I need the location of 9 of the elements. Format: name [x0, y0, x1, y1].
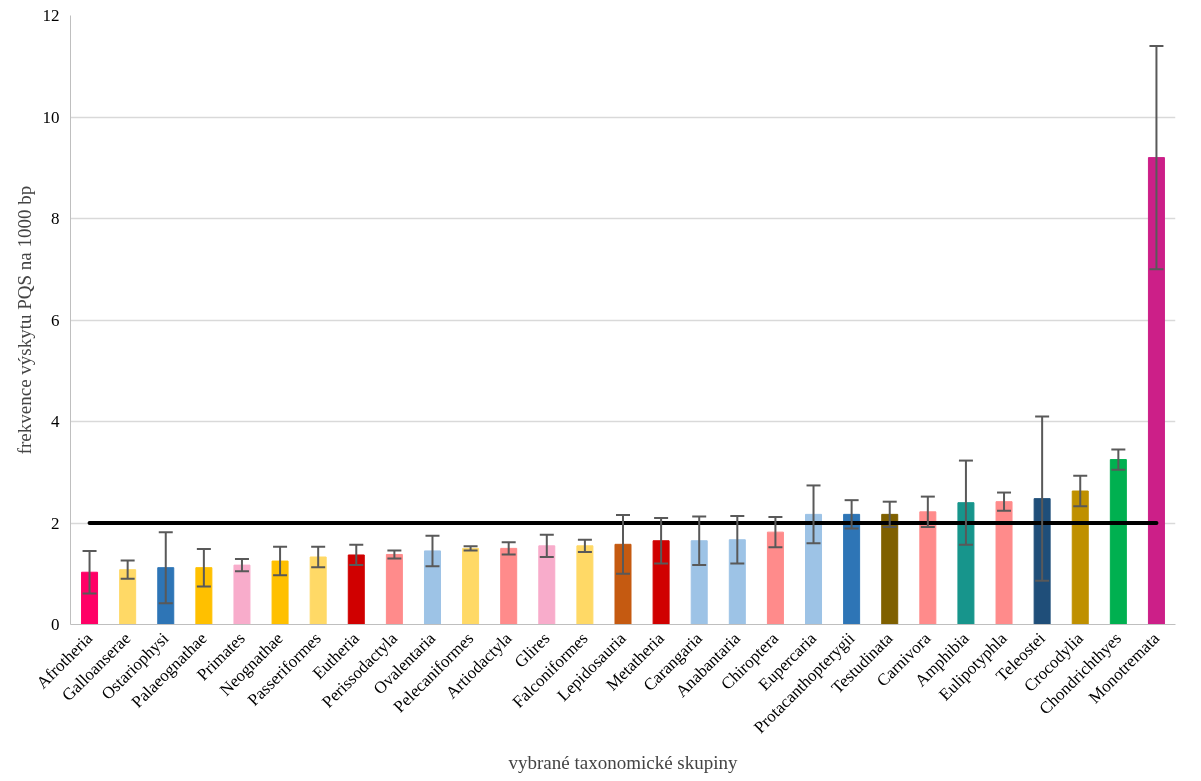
x-axis-title: vybrané taxonomické skupiny	[508, 751, 738, 773]
y-tick-label: 2	[51, 513, 60, 533]
y-tick-label: 8	[51, 209, 60, 228]
y-axis-title: frekvence výskytu PQS na 1000 bp	[13, 185, 35, 455]
y-tick-label: 10	[42, 107, 60, 127]
y-tick-label: 12	[42, 6, 60, 25]
y-tick-label: 6	[51, 310, 60, 330]
y-tick-label: 4	[51, 412, 60, 431]
y-tick-label: 0	[51, 615, 60, 634]
